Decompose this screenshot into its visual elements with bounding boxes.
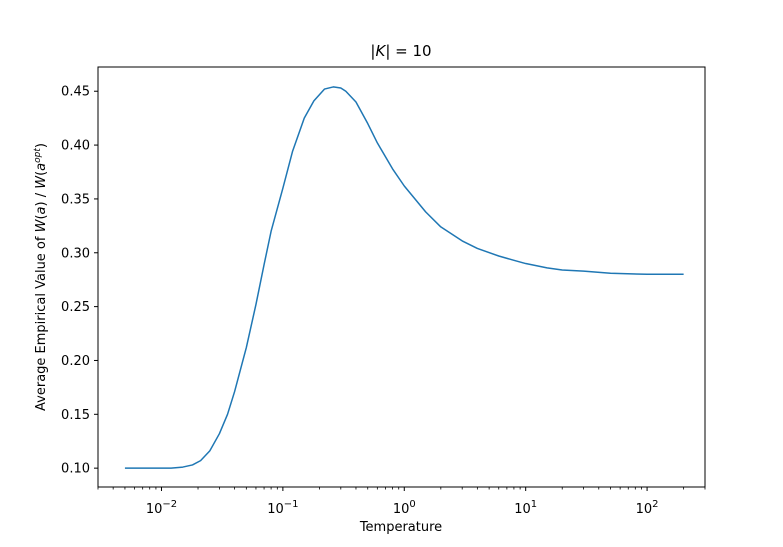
plot-area: 0.10 0.15 0.20 0.25 0.30 0.35 0.40 0.45 10−2 10−1… [61,85,706,517]
y-tick-label: 0.40 [61,139,90,154]
x-tick-label: 101 [514,499,537,517]
x-axis-label: Temperature [359,520,442,535]
y-tick-label: 0.25 [61,300,90,315]
y-tick-label: 0.20 [61,354,90,369]
series-line-0 [124,86,684,469]
y-tick-label: 0.30 [61,246,90,261]
x-tick-label: 10−2 [146,499,177,517]
y-tick-label: 0.35 [61,192,90,207]
x-tick-label: 102 [636,499,659,517]
y-axis-label: Average Empirical Value of W(a) / W(aopt… [33,143,49,411]
y-tick-label: 0.10 [61,462,90,477]
x-tick-label: 100 [393,499,416,517]
plot-frame [97,66,706,488]
x-tick-label: 10−1 [267,499,298,517]
chart-title: |K| = 10 [370,42,431,60]
y-tick-label: 0.45 [61,85,90,100]
y-tick-label: 0.15 [61,408,90,423]
